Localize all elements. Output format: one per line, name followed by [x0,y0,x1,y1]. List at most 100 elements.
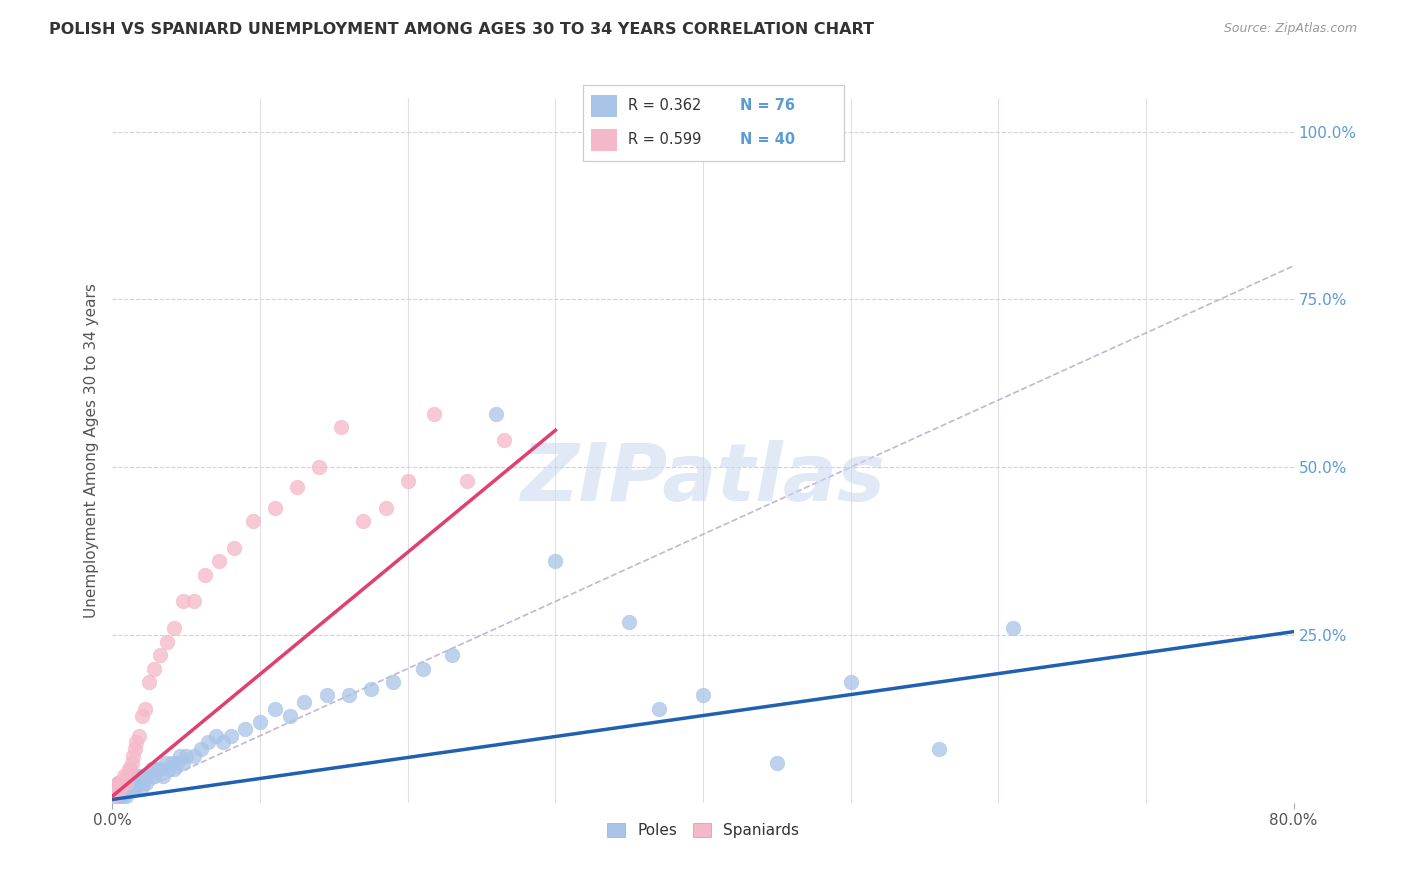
Point [111,789,134,803]
Point [110,775,132,789]
Point [125,735,148,749]
Point [107,775,129,789]
Point [155,756,177,770]
Text: N = 76: N = 76 [740,98,794,112]
Point [205,729,228,743]
Point [411,662,433,676]
Point [111,782,134,797]
Point [129,782,152,797]
Point [174,748,197,763]
Point [108,775,131,789]
Point [839,675,862,690]
Point [149,648,172,662]
Text: N = 40: N = 40 [740,132,794,147]
Point [124,782,146,797]
Point [222,541,245,555]
Point [120,782,142,797]
Point [114,775,136,789]
Point [692,689,714,703]
Point [149,762,172,776]
Text: ZIPatlas: ZIPatlas [520,440,886,517]
Point [110,775,132,789]
Point [1001,621,1024,635]
Point [104,782,127,797]
Point [264,702,287,716]
Point [117,769,138,783]
Point [396,474,419,488]
Point [104,782,127,797]
Point [183,594,205,608]
Text: R = 0.362: R = 0.362 [627,98,702,112]
Point [141,762,163,776]
Point [337,689,360,703]
Point [146,762,169,776]
Text: Source: ZipAtlas.com: Source: ZipAtlas.com [1223,22,1357,36]
Point [107,775,129,789]
Point [219,729,242,743]
Point [166,756,188,770]
Point [172,756,194,770]
Text: R = 0.599: R = 0.599 [627,132,702,147]
Point [110,782,132,797]
Point [249,715,271,730]
Point [138,675,160,690]
Point [374,500,396,515]
Point [456,474,478,488]
Point [157,762,180,776]
Point [112,769,135,783]
Point [124,775,146,789]
Point [134,702,156,716]
Point [766,756,789,770]
Point [156,634,179,648]
Point [544,554,567,568]
Text: POLISH VS SPANIARD UNEMPLOYMENT AMONG AGES 30 TO 34 YEARS CORRELATION CHART: POLISH VS SPANIARD UNEMPLOYMENT AMONG AG… [49,22,875,37]
Point [135,775,157,789]
Point [169,748,191,763]
Point [121,756,143,770]
Point [112,782,135,797]
Point [107,782,129,797]
Point [128,729,150,743]
Point [117,775,138,789]
Point [190,742,212,756]
Point [117,782,138,797]
Point [160,756,183,770]
Point [104,789,127,803]
Point [163,762,186,776]
Point [264,500,287,515]
Point [315,689,337,703]
Point [278,708,301,723]
Point [197,735,219,749]
Legend: Poles, Spaniards: Poles, Spaniards [600,817,806,845]
Point [330,420,353,434]
Point [112,775,135,789]
Point [172,594,194,608]
Point [108,782,131,797]
Point [105,789,128,803]
Point [127,769,149,783]
Point [114,789,136,803]
Point [105,782,128,797]
Point [423,407,446,421]
Point [233,722,256,736]
Point [120,775,142,789]
Point [485,407,508,421]
FancyBboxPatch shape [592,95,617,117]
Point [928,742,950,756]
Point [122,748,145,763]
Point [382,675,405,690]
Point [194,567,217,582]
Point [285,480,308,494]
Point [107,789,129,803]
Point [352,514,374,528]
Point [647,702,671,716]
Point [105,782,128,797]
Point [619,615,641,629]
Point [118,762,141,776]
Point [128,775,150,789]
Point [121,775,143,789]
Point [103,789,125,803]
Point [441,648,464,662]
Point [118,782,141,797]
Point [152,769,174,783]
